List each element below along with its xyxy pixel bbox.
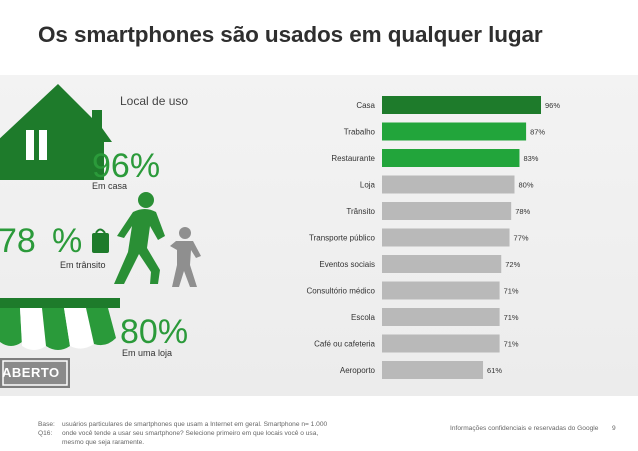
house-icon — [0, 84, 112, 180]
child-icon — [170, 227, 201, 287]
bar-10 — [382, 334, 500, 353]
bar-8 — [382, 281, 500, 300]
home-percentage: 96% — [92, 147, 161, 185]
question-text-1: onde você tende a usar seu smartphone? S… — [62, 430, 319, 437]
category-label: Café ou cafeteria — [314, 340, 375, 349]
value-label: 71% — [504, 340, 519, 349]
section-label: Local de uso — [120, 94, 189, 108]
value-label: 71% — [504, 313, 519, 322]
store-caption: Em uma loja — [122, 348, 173, 358]
store-percentage: 80% — [120, 313, 189, 351]
walking-person-icon — [92, 192, 165, 284]
transit-caption: Em trânsito — [60, 260, 106, 270]
value-label: 61% — [487, 366, 502, 375]
footer-labels: Base: Q16: — [38, 420, 55, 438]
base-text: usuários particulares de smartphones que… — [62, 421, 328, 428]
category-label: Loja — [360, 181, 376, 190]
category-label: Trabalho — [344, 128, 376, 137]
bar-7 — [382, 255, 502, 273]
bar-3 — [382, 149, 520, 167]
category-label: Eventos sociais — [319, 260, 375, 269]
store-sign: ABERTO — [2, 365, 60, 380]
base-label: Base: — [38, 421, 55, 428]
value-label: 78% — [515, 207, 530, 216]
value-label: 77% — [514, 234, 529, 243]
transit-percentage: 78 — [0, 222, 36, 260]
value-label: 80% — [519, 181, 534, 190]
category-label: Trânsito — [346, 207, 375, 216]
confidential-note: Informações confidenciais e reservadas d… — [450, 425, 599, 432]
bar-5 — [382, 202, 512, 220]
store-icon — [0, 298, 120, 388]
value-label: 96% — [545, 101, 560, 110]
bar-1 — [382, 96, 541, 114]
value-label: 71% — [504, 287, 519, 296]
home-caption: Em casa — [92, 181, 128, 191]
value-label: 72% — [505, 260, 520, 269]
category-label: Aeroporto — [340, 366, 376, 375]
footer-notes: usuários particulares de smartphones que… — [62, 420, 327, 447]
category-label: Casa — [356, 101, 375, 110]
page-title: Os smartphones são usados em qualquer lu… — [38, 22, 543, 47]
category-label: Consultório médico — [307, 287, 376, 296]
category-label: Transporte público — [309, 234, 376, 243]
value-label: 83% — [523, 154, 538, 163]
value-label: 87% — [530, 128, 545, 137]
category-label: Escola — [351, 313, 376, 322]
category-label: Restaurante — [331, 154, 375, 163]
bar-9 — [382, 308, 500, 326]
page-number: 9 — [612, 425, 616, 432]
bar-6 — [382, 228, 510, 247]
bar-4 — [382, 175, 515, 194]
bar-2 — [382, 122, 527, 141]
question-label: Q16: — [38, 430, 53, 437]
question-text-2: mesmo que seja raramente. — [62, 439, 145, 446]
transit-percent-sign: % — [52, 222, 83, 260]
bar-11 — [382, 361, 484, 379]
